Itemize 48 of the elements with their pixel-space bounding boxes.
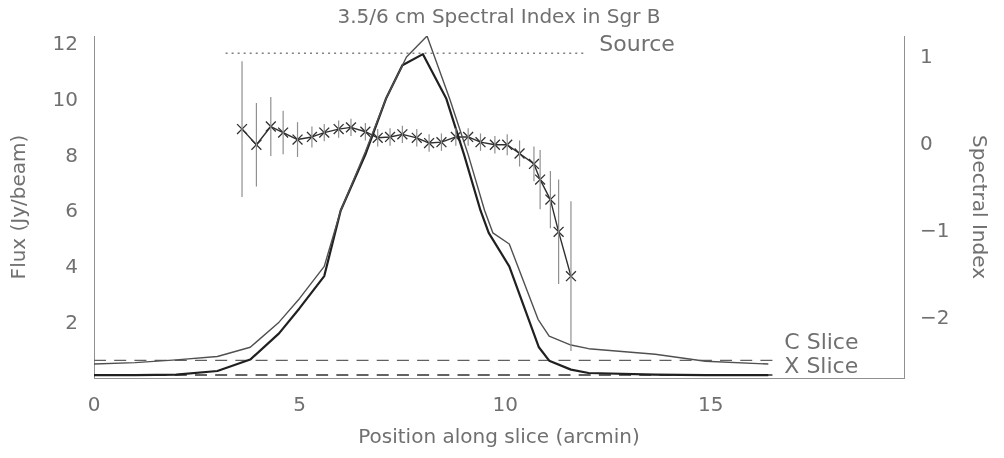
y-tick-label: 12 bbox=[52, 30, 78, 55]
x-tick-label: 0 bbox=[87, 392, 101, 417]
point bbox=[450, 131, 462, 143]
y2-tick-label: 1 bbox=[920, 44, 933, 69]
point bbox=[513, 147, 526, 160]
point bbox=[345, 121, 357, 133]
point bbox=[411, 132, 423, 144]
point bbox=[474, 136, 487, 148]
x-axis-title: Position along slice (arcmin) bbox=[358, 424, 640, 449]
series-label: C Slice bbox=[784, 328, 859, 354]
series-label: X Slice bbox=[784, 352, 859, 378]
point bbox=[534, 173, 546, 186]
point bbox=[277, 127, 289, 139]
chart-title: 3.5/6 cm Spectral Index in Sgr B bbox=[337, 4, 661, 29]
point bbox=[489, 139, 501, 151]
point bbox=[359, 126, 371, 138]
y-tick-label: 6 bbox=[65, 198, 78, 223]
point bbox=[333, 123, 345, 135]
series-label: Source bbox=[599, 31, 675, 57]
point bbox=[318, 127, 330, 139]
point bbox=[565, 270, 577, 282]
point bbox=[528, 158, 540, 170]
y2-tick-label: −2 bbox=[920, 305, 950, 330]
y-tick-label: 8 bbox=[65, 142, 78, 167]
y2-axis-title: Spectral Index bbox=[967, 135, 992, 280]
point bbox=[501, 139, 513, 151]
point bbox=[236, 123, 248, 135]
x-tick-label: 15 bbox=[698, 392, 724, 417]
point bbox=[291, 133, 304, 146]
x-tick-label: 5 bbox=[293, 392, 306, 417]
point bbox=[462, 131, 474, 143]
point bbox=[544, 194, 556, 206]
point bbox=[423, 137, 435, 149]
x-tick-label: 10 bbox=[492, 392, 518, 417]
point bbox=[250, 139, 263, 151]
y2-tick-label: −1 bbox=[920, 218, 950, 243]
point bbox=[306, 131, 318, 143]
point bbox=[384, 131, 396, 143]
y-tick-label: 4 bbox=[65, 254, 78, 279]
y-axis-title: Flux (Jy/beam) bbox=[6, 134, 31, 280]
y-tick-label: 10 bbox=[52, 86, 78, 111]
point bbox=[372, 132, 384, 144]
point bbox=[265, 120, 277, 133]
y2-tick-label: 0 bbox=[920, 131, 933, 156]
y-tick-label: 2 bbox=[65, 310, 78, 335]
point bbox=[553, 226, 565, 238]
point bbox=[396, 128, 408, 140]
point bbox=[435, 136, 448, 148]
